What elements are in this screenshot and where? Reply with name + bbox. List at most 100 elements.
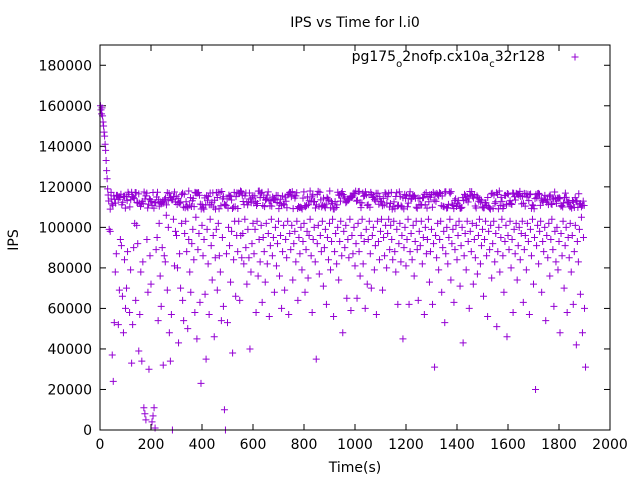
data-point — [537, 217, 545, 225]
data-point — [366, 203, 374, 211]
data-point — [332, 229, 340, 237]
data-point — [495, 223, 503, 231]
data-point — [177, 284, 185, 292]
data-point — [176, 250, 184, 258]
data-point — [438, 192, 446, 200]
data-point — [195, 229, 203, 237]
data-point — [343, 294, 351, 302]
data-point — [351, 262, 359, 270]
data-point — [435, 266, 443, 274]
data-point — [504, 231, 512, 239]
data-point — [556, 329, 564, 337]
data-point — [135, 190, 143, 198]
data-point — [448, 240, 456, 248]
data-point — [388, 236, 396, 244]
data-point — [519, 199, 527, 207]
x-tick-label: 1600 — [490, 437, 526, 453]
data-point — [417, 217, 425, 225]
x-tick-label: 400 — [189, 437, 216, 453]
data-point — [241, 215, 249, 223]
data-point — [403, 203, 411, 211]
data-point — [239, 229, 247, 237]
data-point — [201, 290, 209, 298]
data-point — [109, 377, 117, 385]
data-point — [345, 254, 353, 262]
data-point — [257, 189, 265, 197]
data-point — [226, 242, 234, 250]
data-point — [557, 229, 565, 237]
data-point — [416, 242, 424, 250]
data-point — [476, 260, 484, 268]
data-point — [551, 227, 559, 235]
data-point — [466, 227, 474, 235]
data-point — [444, 260, 452, 268]
data-point — [252, 308, 260, 316]
data-point — [295, 234, 303, 241]
data-point — [309, 236, 317, 244]
data-point — [421, 201, 429, 209]
data-point — [408, 256, 416, 264]
data-point — [362, 225, 370, 233]
x-tick-label: 1200 — [388, 437, 424, 453]
data-point — [544, 254, 552, 262]
data-point — [142, 416, 150, 424]
data-point — [300, 188, 308, 196]
data-point — [494, 248, 502, 256]
data-point — [404, 199, 412, 207]
data-point — [119, 329, 127, 337]
data-point — [301, 288, 309, 296]
data-point — [383, 199, 391, 207]
data-point — [415, 227, 423, 235]
data-point — [250, 250, 258, 258]
data-point — [564, 234, 572, 241]
data-point — [106, 227, 114, 235]
data-point — [148, 418, 156, 426]
data-point — [404, 215, 412, 223]
data-point — [387, 221, 395, 229]
data-point — [523, 219, 531, 227]
legend-label: pg175o2nofp.cx10ac32r128 — [352, 49, 545, 70]
data-point — [433, 254, 441, 262]
data-point — [235, 217, 243, 225]
data-point — [360, 238, 368, 246]
data-point — [390, 198, 398, 206]
data-point — [421, 223, 429, 231]
data-point — [187, 288, 195, 296]
data-point — [314, 187, 322, 195]
data-point — [544, 196, 552, 204]
x-tick-label: 1400 — [439, 437, 475, 453]
data-point — [374, 238, 382, 246]
data-point — [401, 223, 409, 231]
data-point — [263, 260, 271, 268]
data-point — [545, 192, 553, 200]
data-point — [386, 246, 394, 254]
data-point — [459, 339, 467, 347]
data-point — [191, 308, 199, 316]
data-point — [478, 203, 486, 211]
data-point — [149, 412, 157, 420]
data-point — [484, 193, 492, 201]
data-point — [282, 197, 290, 205]
data-point — [298, 266, 306, 274]
data-point — [153, 234, 161, 241]
data-point — [355, 187, 363, 195]
data-point — [272, 262, 280, 270]
data-point — [182, 217, 190, 225]
data-point — [441, 319, 449, 327]
data-point — [384, 193, 392, 201]
data-point — [287, 246, 295, 254]
data-point — [463, 217, 471, 225]
data-point — [326, 187, 334, 195]
data-point — [514, 242, 522, 250]
data-point — [213, 286, 221, 294]
data-point — [401, 190, 409, 198]
data-point — [568, 231, 576, 239]
data-point — [128, 359, 136, 367]
data-point — [169, 215, 177, 223]
data-point — [582, 363, 590, 371]
data-point — [566, 219, 574, 227]
data-point — [320, 194, 328, 202]
data-point — [383, 264, 391, 272]
data-point — [165, 189, 173, 197]
data-point — [482, 217, 490, 225]
